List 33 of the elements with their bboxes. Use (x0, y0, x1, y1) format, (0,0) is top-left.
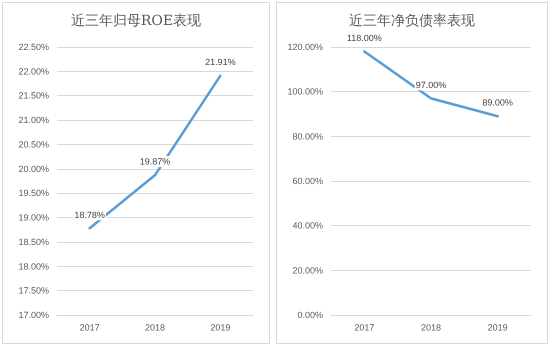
chart-title: 近三年净负债率表现 (349, 13, 475, 29)
x-tick-label: 2017 (80, 322, 100, 332)
x-tick-label: 2019 (488, 322, 508, 332)
x-tick-label: 2017 (354, 322, 374, 332)
y-tick-label: 18.00% (18, 261, 49, 272)
y-tick-label: 17.00% (18, 310, 49, 320)
y-tick-label: 0.00% (297, 310, 323, 320)
y-tick-label: 40.00% (292, 220, 323, 231)
x-tick-label: 2018 (144, 322, 166, 332)
data-label: 18.78% (74, 210, 105, 220)
y-tick-label: 18.50% (18, 236, 49, 247)
y-tick-label: 20.50% (18, 139, 49, 150)
y-tick-label: 21.00% (18, 115, 49, 126)
y-tick-label: 80.00% (292, 131, 323, 142)
y-tick-label: 60.00% (292, 176, 323, 186)
y-tick-label: 19.50% (18, 188, 49, 198)
data-label: 21.91% (205, 57, 236, 68)
x-tick-label: 2018 (420, 322, 442, 332)
y-tick-label: 17.50% (18, 286, 49, 296)
y-tick-label: 21.50% (18, 90, 49, 101)
y-tick-label: 19.00% (18, 212, 49, 223)
data-label: 118.00% (346, 32, 382, 43)
y-tick-label: 100.00% (287, 86, 323, 97)
data-label: 97.00% (416, 80, 446, 90)
y-tick-label: 20.00% (292, 265, 323, 276)
y-tick-label: 20.00% (18, 164, 49, 174)
y-tick-label: 22.00% (18, 66, 49, 76)
chart-title: 近三年归母ROE表现 (70, 13, 202, 29)
y-tick-label: 22.50% (18, 42, 49, 52)
data-label: 19.87% (140, 156, 170, 167)
x-tick-label: 2019 (210, 322, 230, 332)
y-tick-label: 120.00% (287, 42, 323, 52)
data-label: 89.00% (482, 98, 513, 108)
